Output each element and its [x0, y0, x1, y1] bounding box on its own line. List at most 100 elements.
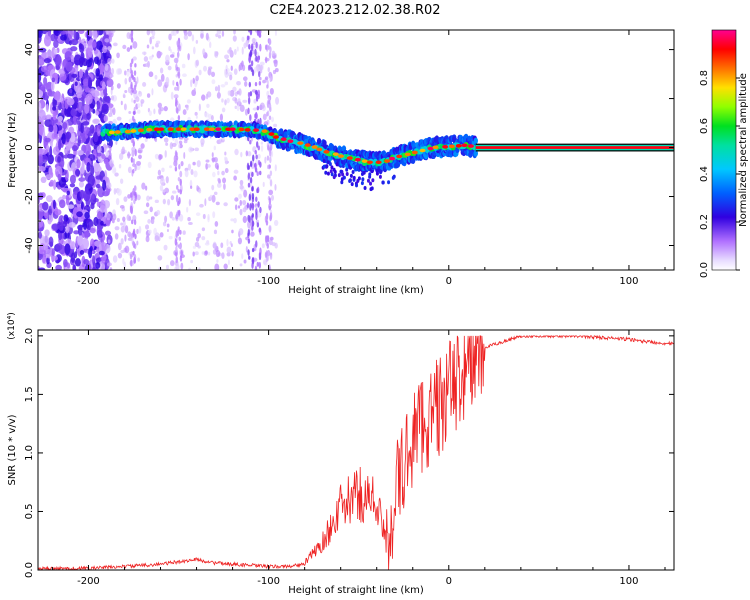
heatmap-noise-cell	[38, 89, 44, 99]
heatmap-band-cell	[330, 172, 334, 177]
heatmap-noise-cell	[226, 238, 229, 247]
heatmap-noise-cell	[224, 99, 227, 106]
heatmap-streak-cell	[133, 76, 136, 83]
heatmap-noise-cell	[63, 154, 69, 159]
heatmap-noise-cell	[136, 228, 139, 235]
heatmap-noise-cell	[45, 103, 49, 113]
heatmap-noise-cell	[38, 123, 44, 136]
heatmap-noise-cell	[164, 150, 167, 158]
heatmap-noise-cell	[239, 263, 243, 267]
heatmap-streak-cell	[133, 185, 137, 192]
heatmap-noise-cell	[97, 210, 104, 220]
heatmap-streak-cell	[248, 255, 251, 260]
colorbar-tick-label: 0.4	[699, 166, 710, 182]
heatmap-noise-cell	[124, 77, 128, 85]
heatmap-peak-cell	[253, 128, 260, 132]
heatmap-noise-cell	[46, 256, 50, 265]
heatmap-noise-cell	[131, 98, 134, 103]
heatmap-noise-cell	[157, 102, 162, 109]
heatmap-noise-cell	[45, 144, 50, 153]
heatmap-streak-cell	[175, 211, 179, 220]
heatmap-noise-cell	[116, 188, 122, 196]
heatmap-noise-cell	[224, 54, 230, 60]
heatmap-peak-cell	[229, 127, 236, 131]
heatmap-noise-cell	[195, 115, 198, 119]
heatmap-band-cell	[326, 171, 330, 176]
heatmap-noise-cell	[69, 183, 76, 188]
heatmap-streak-cell	[175, 194, 179, 203]
heatmap-streak-cell	[254, 265, 258, 270]
heatmap-streak-cell	[251, 192, 255, 200]
heatmap-noise-cell	[162, 198, 166, 205]
snr-y-axis-label: SNR (10 * v/v)	[7, 414, 18, 485]
heatmap-noise-cell	[260, 144, 264, 152]
heatmap-noise-cell	[262, 113, 267, 121]
heatmap-noise-cell	[204, 242, 210, 246]
heatmap-streak-cell	[264, 235, 268, 243]
heatmap-noise-cell	[93, 56, 100, 65]
heatmap-noise-cell	[86, 161, 91, 173]
heatmap-noise-cell	[195, 237, 200, 242]
heatmap-noise-cell	[207, 164, 211, 168]
heatmap-noise-cell	[159, 232, 164, 238]
heatmap-streak-cell	[246, 35, 250, 41]
heatmap-noise-cell	[215, 201, 220, 206]
heatmap-noise-cell	[145, 224, 150, 230]
heatmap-noise-cell	[169, 211, 173, 219]
heatmap-streak-cell	[254, 162, 257, 171]
heatmap-noise-cell	[80, 122, 85, 134]
heatmap-noise-cell	[274, 67, 279, 73]
heatmap-noise-cell	[64, 149, 68, 154]
heatmap-noise-cell	[122, 220, 126, 228]
heatmap-noise-cell	[233, 217, 237, 224]
heatmap-noise-cell	[116, 83, 121, 89]
heatmap-noise-cell	[157, 175, 160, 180]
heatmap-noise-cell	[196, 160, 201, 168]
heatmap-band-cell	[357, 176, 361, 181]
heatmap-noise-cell	[223, 183, 226, 190]
heatmap-noise-cell	[205, 163, 209, 170]
heatmap-noise-cell	[100, 199, 106, 211]
heatmap-streak-cell	[249, 176, 253, 184]
heatmap-noise-cell	[198, 267, 201, 270]
heatmap-noise-cell	[192, 245, 197, 249]
heatmap-noise-cell	[191, 34, 195, 42]
heatmap-streak-cell	[132, 240, 135, 247]
heatmap-noise-cell	[154, 235, 160, 242]
heatmap-noise-cell	[165, 142, 169, 146]
heatmap-streak-cell	[247, 164, 251, 170]
heatmap-noise-cell	[205, 32, 209, 41]
heatmap-noise-cell	[163, 106, 168, 112]
heatmap-noise-cell	[58, 230, 63, 241]
heatmap-noise-cell	[80, 201, 84, 210]
heatmap-noise-cell	[83, 189, 91, 202]
heatmap-noise-cell	[96, 145, 102, 153]
heatmap-peak-cell	[338, 154, 345, 158]
heatmap-noise-cell	[269, 87, 274, 95]
y-tick-label: 1.5	[24, 386, 35, 402]
heatmap-noise-cell	[257, 153, 261, 159]
heatmap-noise-cell	[212, 211, 216, 219]
heatmap-band-cell	[375, 171, 379, 176]
heatmap-noise-cell	[239, 184, 244, 190]
heatmap-noise-cell	[126, 153, 132, 157]
heatmap-noise-cell	[140, 101, 143, 107]
colorbar-ticks: 0.0 0.2 0.4 0.6 0.8	[699, 70, 740, 278]
heatmap-noise-cell	[201, 251, 205, 255]
heatmap-noise-cell	[100, 220, 104, 226]
heatmap-peak-cell	[389, 156, 396, 161]
heatmap-noise-cell	[79, 69, 84, 79]
heatmap-peak-cell	[375, 160, 382, 165]
heatmap-band-cell	[473, 137, 479, 144]
heatmap-noise-cell	[160, 73, 165, 82]
heatmap-streak-cell	[254, 149, 257, 155]
heatmap-noise-cell	[206, 103, 210, 108]
heatmap-noise-cell	[195, 75, 199, 82]
y-tick-label: 2.0	[24, 328, 35, 344]
heatmap-noise-cell	[53, 124, 58, 134]
heatmap-streak-cell	[250, 60, 254, 67]
heatmap-noise-cell	[233, 48, 237, 55]
heatmap-noise-cell	[64, 243, 71, 255]
heatmap-noise-cell	[120, 238, 124, 245]
heatmap-noise-cell	[158, 51, 163, 56]
